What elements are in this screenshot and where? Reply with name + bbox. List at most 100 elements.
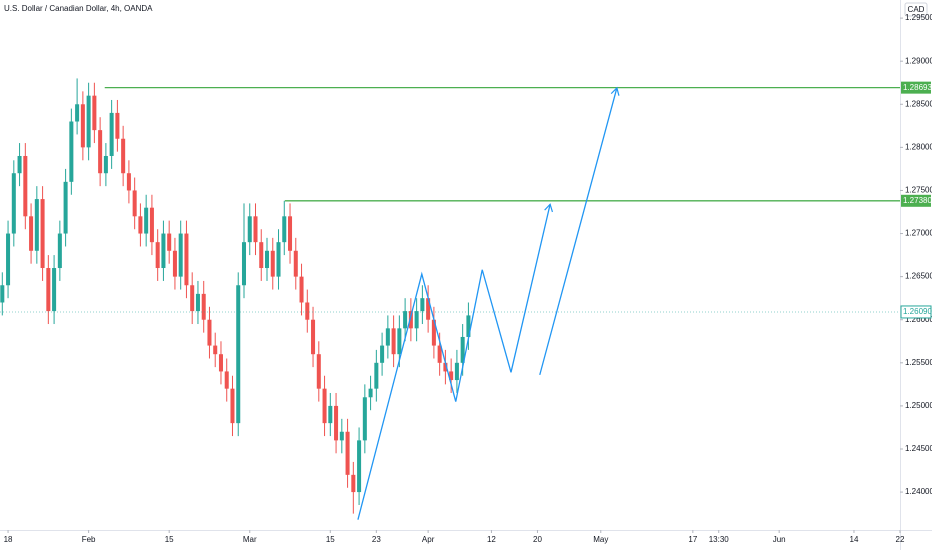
x-tick-label: Apr [422,535,435,544]
candle-body [126,173,131,191]
candle-body [155,242,160,269]
candle-body [184,233,189,286]
candle-body [431,319,436,346]
y-tick-label: 1.28500 [905,99,932,108]
y-tick-label: 1.26500 [905,272,932,281]
candle-body [98,130,103,174]
candle-body [380,345,385,363]
candle-body [328,405,333,424]
candle-body [403,311,408,329]
level-box [901,81,931,94]
x-tick-label: May [593,535,608,544]
x-tick-label: 15 [165,535,174,544]
candle-body [23,155,28,217]
candle-body [282,216,287,243]
candle-body [385,328,390,346]
candle-body [466,315,471,337]
candle-body [305,302,310,320]
x-tick-label: 15 [326,535,335,544]
candle-body [207,319,212,346]
candle-body [241,242,247,286]
candle-body [218,354,223,372]
candle-body [161,233,166,269]
candle-body [397,328,402,355]
candle-body [460,336,465,363]
candle-body [6,233,11,286]
candle-body [63,181,68,234]
candle-body [362,397,367,441]
candle-body [288,216,293,251]
last-price-box [900,305,932,319]
y-tick-label: 1.26000 [905,315,932,324]
candle-body [57,233,62,269]
candle-body [247,216,252,243]
level-label: 1.28693 [903,83,932,92]
candle-body [334,405,339,441]
y-tick-label: 1.27000 [905,229,932,238]
candle-body [374,362,379,389]
y-tick-label: 1.29500 [905,13,932,22]
candle-body [276,242,281,277]
x-tick-label: 14 [850,535,859,544]
candle-body [138,216,143,234]
x-tick-label: 12 [487,535,496,544]
candle-body [322,388,327,424]
candle-body [11,173,16,234]
candle-body [34,199,39,251]
level-label: 1.27380 [903,196,932,205]
candle-body [132,190,137,217]
candle-body [259,242,264,269]
candle-body [311,319,316,355]
chart-title: U.S. Dollar / Canadian Dollar, 4h, OANDA [4,4,153,13]
y-tick-label: 1.25000 [905,401,932,410]
candle-body [420,298,425,312]
axes: 1.29500 1.29000 1.28500 1.28000 1.27500 1.270… [4,13,932,544]
candle-body [391,328,396,355]
candle-body [0,285,5,303]
candle-body [201,293,206,320]
candle-body [213,345,218,355]
projection-path [539,86,620,376]
candle-body [368,388,373,398]
projection-path [357,203,554,520]
x-tick-label: 13:30 [709,535,730,544]
candle-body [69,121,74,182]
candle-body [351,474,356,493]
candle-body [339,431,344,441]
x-tick-label: 17 [688,535,697,544]
y-tick-label: 1.27500 [905,186,932,195]
level-box [901,194,931,207]
y-tick-label: 1.29000 [905,56,932,65]
y-tick-label: 1.24000 [905,487,932,496]
candle-body [293,250,298,277]
candle-body [80,104,85,148]
candle-body [454,362,459,381]
y-tick-label: 1.25500 [905,358,932,367]
y-tick-label: 1.28000 [905,142,932,151]
candle-body [299,276,304,303]
candle-body [46,268,51,312]
candle-body [443,362,448,372]
x-tick-label: Mar [243,535,257,544]
last-price-label: 1.26090 [903,307,932,316]
candle-body [437,345,442,363]
plot [0,78,900,520]
candle-body [144,207,149,234]
x-tick-label: 23 [372,535,381,544]
candle-body [230,388,235,424]
candle-body [345,431,350,475]
y-tick-label: 1.24500 [905,444,932,453]
candle-body [190,285,195,312]
candle-body [172,250,177,277]
x-tick-label: Jun [773,535,786,544]
x-tick-label: 22 [896,535,905,544]
candle-body [167,233,172,251]
x-tick-label: Feb [82,535,96,544]
currency-label: CAD [908,5,925,14]
candle-body [121,138,126,174]
candle-body [115,112,120,139]
x-tick-label: 20 [533,535,542,544]
candle-body [52,268,57,312]
candle-body [224,371,229,389]
